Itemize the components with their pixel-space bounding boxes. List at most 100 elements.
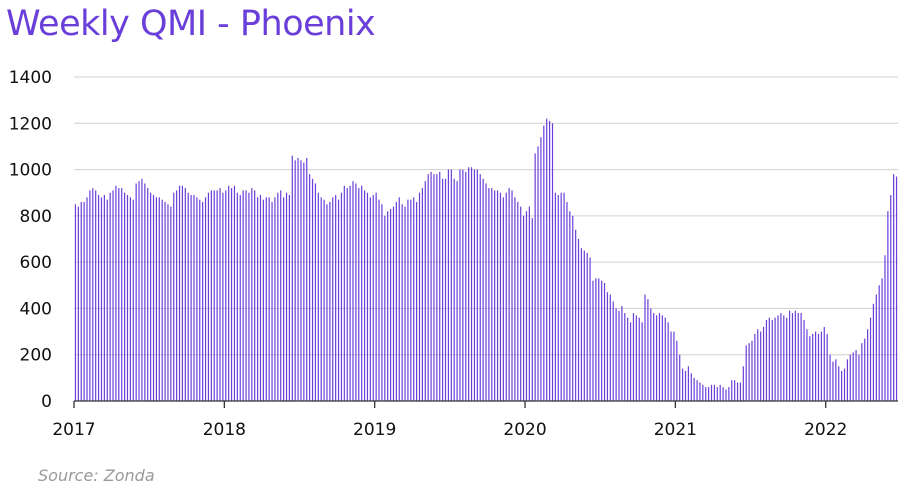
- bar: [638, 317, 640, 401]
- bar: [158, 197, 160, 401]
- bar: [77, 206, 79, 401]
- bar: [193, 195, 195, 401]
- bar: [496, 190, 499, 401]
- bar: [549, 120, 551, 401]
- bar: [124, 192, 126, 401]
- bar: [352, 181, 354, 401]
- bar: [271, 201, 273, 401]
- bar-series: [74, 118, 898, 402]
- bar: [447, 169, 450, 401]
- bar: [589, 257, 591, 401]
- y-tick-label: 400: [20, 299, 52, 319]
- bar: [378, 199, 380, 401]
- bar: [499, 192, 502, 401]
- bar: [517, 201, 519, 401]
- bar: [450, 169, 452, 401]
- bar: [268, 197, 270, 401]
- bar: [248, 192, 250, 401]
- bar: [285, 192, 288, 401]
- bar: [742, 366, 744, 401]
- bar: [895, 176, 898, 401]
- bar: [416, 201, 418, 401]
- y-tick-label: 1400: [9, 68, 52, 88]
- bar: [335, 195, 337, 401]
- bar: [745, 345, 747, 401]
- bar: [97, 195, 100, 401]
- bar: [644, 294, 646, 401]
- chart-title: Weekly QMI - Phoenix: [6, 4, 376, 44]
- bar: [291, 155, 293, 401]
- bar: [650, 308, 652, 401]
- bar: [514, 197, 516, 401]
- bar: [277, 192, 279, 401]
- bar: [780, 313, 782, 401]
- bar: [126, 195, 129, 401]
- bar: [575, 229, 577, 401]
- bar: [861, 343, 863, 401]
- bar: [233, 185, 236, 401]
- bar: [395, 201, 397, 401]
- bar: [384, 215, 386, 401]
- bar: [366, 192, 369, 401]
- bar: [702, 384, 704, 401]
- bar: [254, 190, 256, 401]
- bar: [869, 317, 872, 401]
- bar: [150, 192, 152, 401]
- bar: [609, 294, 611, 401]
- bar: [274, 197, 276, 401]
- bar: [736, 382, 739, 401]
- bar: [242, 190, 244, 401]
- bar: [748, 343, 750, 401]
- bar: [164, 201, 166, 401]
- bar: [583, 250, 585, 401]
- bar: [288, 195, 290, 401]
- bar: [699, 382, 701, 401]
- bar: [444, 178, 447, 401]
- bar: [170, 206, 172, 401]
- bar: [306, 158, 308, 401]
- bar: [187, 192, 189, 401]
- bar: [265, 197, 267, 401]
- x-tick-label: 2017: [52, 420, 95, 440]
- bar: [389, 208, 392, 401]
- bar: [349, 185, 351, 401]
- bar: [794, 310, 796, 401]
- bar: [89, 190, 91, 401]
- bar: [621, 306, 623, 401]
- bar: [473, 169, 476, 401]
- bar: [230, 188, 233, 401]
- bar: [878, 285, 880, 401]
- bar: [173, 192, 175, 401]
- bar: [725, 389, 727, 401]
- axes: [73, 400, 898, 408]
- bar: [658, 313, 661, 401]
- bar: [592, 280, 594, 401]
- bar: [346, 188, 348, 401]
- bar: [100, 197, 103, 401]
- bar: [190, 195, 192, 401]
- bar: [632, 313, 635, 401]
- bar: [572, 215, 574, 401]
- bar: [355, 183, 357, 401]
- source-note: Source: Zonda: [38, 466, 155, 485]
- bar: [887, 211, 889, 401]
- bar: [667, 322, 669, 401]
- bar: [835, 359, 837, 401]
- bar: [893, 174, 895, 401]
- bar: [491, 188, 493, 401]
- bar: [161, 199, 163, 401]
- bar: [551, 123, 554, 401]
- bar: [167, 204, 169, 401]
- bar: [809, 336, 811, 401]
- bar: [684, 370, 687, 401]
- y-tick-label: 0: [41, 392, 52, 412]
- bar: [560, 192, 562, 401]
- bar: [294, 160, 296, 401]
- bar: [363, 190, 366, 401]
- bar: [361, 185, 363, 401]
- bar: [676, 340, 678, 401]
- bar: [762, 326, 765, 401]
- bar: [537, 146, 539, 401]
- bar: [569, 211, 571, 401]
- bar: [118, 188, 120, 401]
